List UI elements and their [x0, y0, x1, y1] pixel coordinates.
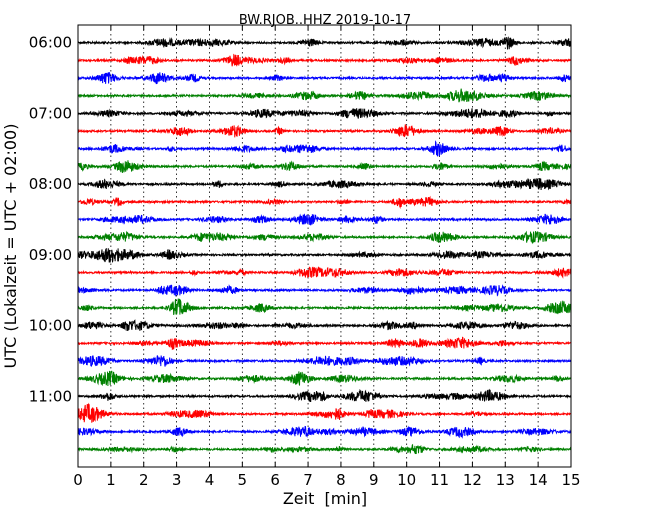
trace-0815 [77, 195, 572, 209]
y-tick-label: 06:00 [29, 34, 72, 52]
trace-0645 [77, 88, 572, 103]
x-tick-label: 3 [172, 471, 182, 489]
trace-0745 [77, 160, 572, 173]
trace-1115 [77, 402, 572, 423]
x-tick-label: 0 [73, 471, 83, 489]
x-tick-label: 13 [496, 471, 515, 489]
chart-title: BW.RJOB..HHZ 2019-10-17 [239, 13, 411, 28]
trace-0700 [77, 108, 572, 119]
trace-0900 [77, 248, 572, 263]
x-tick-label: 8 [336, 471, 346, 489]
x-tick-label: 5 [238, 471, 248, 489]
trace-1145 [77, 443, 572, 455]
trace-0930 [77, 284, 572, 297]
y-tick-label: 10:00 [29, 317, 72, 335]
y-axis: 06:00 07:00 08:00 09:00 10:00 11:00 [29, 34, 571, 405]
y-axis-label: UTC (Lokalzeit = UTC + 02:00) [1, 124, 20, 369]
y-tick-label: 08:00 [29, 175, 72, 193]
trace-group [77, 36, 572, 455]
trace-0945 [77, 298, 572, 316]
trace-1100 [77, 388, 572, 402]
trace-0730 [77, 140, 572, 157]
x-tick-label: 1 [106, 471, 116, 489]
trace-0600 [77, 36, 572, 50]
trace-1045 [77, 370, 572, 387]
x-tick-label: 6 [270, 471, 280, 489]
x-tick-label: 11 [430, 471, 449, 489]
x-tick-label: 14 [529, 471, 548, 489]
trace-0800 [77, 177, 572, 191]
y-tick-label: 11:00 [29, 387, 72, 405]
trace-0830 [77, 213, 572, 226]
trace-1015 [77, 336, 572, 351]
x-tick-label: 10 [397, 471, 416, 489]
x-axis-label: Zeit [min] [283, 489, 367, 508]
trace-1030 [77, 355, 572, 367]
trace-0630 [77, 72, 572, 85]
trace-1130 [77, 425, 572, 439]
y-tick-label: 09:00 [29, 246, 72, 264]
trace-1000 [77, 319, 572, 331]
trace-0615 [77, 53, 572, 67]
x-tick-label: 9 [369, 471, 379, 489]
x-tick-label: 4 [205, 471, 215, 489]
x-tick-label: 15 [561, 471, 580, 489]
grid-lines [110, 25, 539, 467]
plot-frame [77, 24, 572, 468]
trace-0715 [77, 124, 572, 138]
x-tick-label: 2 [139, 471, 149, 489]
y-tick-label: 07:00 [29, 104, 72, 122]
trace-0845 [77, 230, 572, 245]
x-tick-label: 12 [463, 471, 482, 489]
x-axis: 0 1 2 3 4 5 6 7 8 9 10 11 12 13 14 15 [73, 25, 581, 489]
trace-0915 [77, 266, 572, 279]
x-tick-label: 7 [303, 471, 313, 489]
